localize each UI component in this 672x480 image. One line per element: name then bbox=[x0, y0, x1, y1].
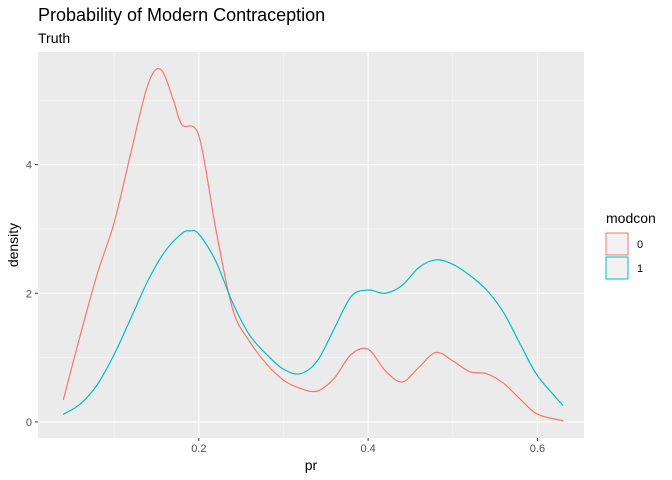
legend-label-1: 1 bbox=[637, 263, 643, 275]
x-tick-label: 0.4 bbox=[360, 443, 375, 455]
y-axis-ticks: 0 2 4 bbox=[26, 160, 38, 429]
legend: modcon 0 1 bbox=[605, 210, 656, 280]
y-tick-label: 2 bbox=[26, 288, 32, 300]
plot-panel bbox=[38, 52, 584, 438]
legend-key-1 bbox=[605, 256, 629, 280]
legend-item-0: 0 bbox=[605, 232, 643, 256]
x-axis-ticks: 0.2 0.4 0.6 bbox=[191, 438, 545, 455]
minor-gridlines bbox=[38, 52, 584, 438]
x-tick-label: 0.2 bbox=[191, 443, 206, 455]
y-tick-label: 4 bbox=[26, 160, 32, 172]
series-line-0 bbox=[62, 68, 564, 422]
x-tick-label: 0.6 bbox=[530, 443, 545, 455]
series-line-1 bbox=[62, 229, 564, 415]
x-axis-title: pr bbox=[305, 457, 318, 473]
legend-item-1: 1 bbox=[605, 256, 643, 280]
y-tick-label: 0 bbox=[26, 417, 32, 429]
legend-key-0 bbox=[605, 232, 629, 256]
series-layer bbox=[62, 68, 564, 422]
legend-title: modcon bbox=[606, 210, 656, 226]
major-gridlines bbox=[38, 52, 584, 438]
chart-subtitle: Truth bbox=[38, 30, 70, 46]
chart-title: Probability of Modern Contraception bbox=[38, 5, 325, 25]
legend-label-0: 0 bbox=[637, 239, 643, 251]
y-axis-title: density bbox=[5, 223, 21, 267]
